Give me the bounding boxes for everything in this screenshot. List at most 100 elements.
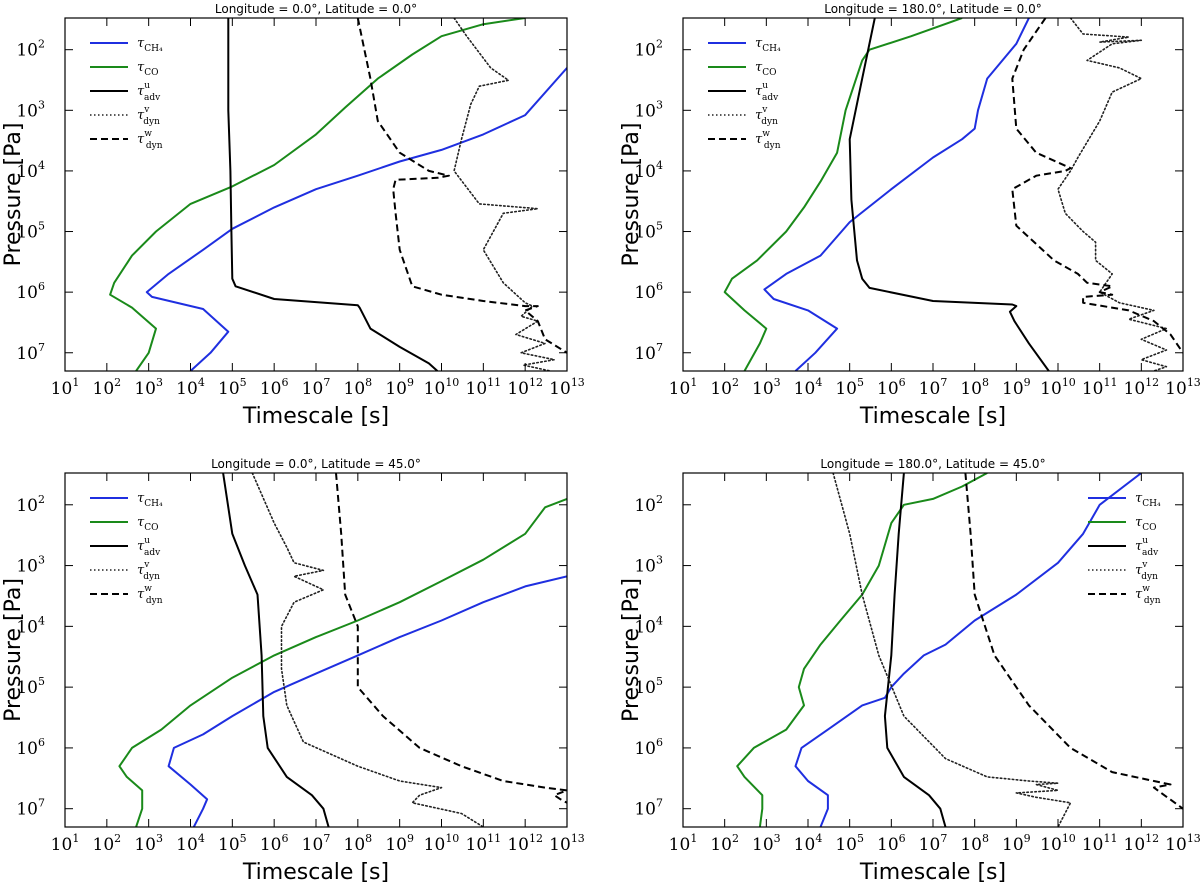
x-tick-exponent: 1 xyxy=(72,376,79,389)
x-tick-label: 1012 xyxy=(507,376,543,399)
x-tick-label: 109 xyxy=(385,832,414,855)
y-tick-exponent: 6 xyxy=(38,280,45,293)
x-tick-exponent: 7 xyxy=(323,376,330,389)
series-line-4 xyxy=(453,18,556,371)
legend-subscript: dyn xyxy=(143,117,160,127)
panel-title: Longitude = 180.0°, Latitude = 45.0° xyxy=(820,457,1045,471)
y-tick-label: 102 xyxy=(16,38,45,61)
x-tick-base: 10 xyxy=(1082,835,1104,855)
x-tick-exponent: 3 xyxy=(774,832,781,845)
x-tick-base: 10 xyxy=(1002,379,1024,399)
x-tick-label: 102 xyxy=(93,376,122,399)
legend-superscript: u xyxy=(762,81,768,91)
x-tick-exponent: 4 xyxy=(815,832,822,845)
x-tick-label: 1010 xyxy=(424,376,460,399)
x-tick-exponent: 4 xyxy=(815,376,822,389)
x-tick-exponent: 11 xyxy=(487,376,501,389)
y-tick-exponent: 6 xyxy=(656,736,663,749)
legend-symbol: τ xyxy=(1135,491,1143,506)
y-tick-label: 105 xyxy=(634,675,663,698)
legend-symbol: τ xyxy=(137,36,145,51)
x-tick-base: 10 xyxy=(835,379,857,399)
series-line-5 xyxy=(335,473,567,804)
legend-subscript: CO xyxy=(144,523,158,533)
legend-subscript: adv xyxy=(1142,548,1159,558)
x-tick-base: 10 xyxy=(710,835,732,855)
y-tick-exponent: 4 xyxy=(656,159,663,172)
y-tick-exponent: 3 xyxy=(38,98,45,111)
legend-superscript: v xyxy=(1141,560,1148,570)
x-tick-exponent: 8 xyxy=(982,376,989,389)
series-line-1 xyxy=(145,67,567,371)
y-tick-base: 10 xyxy=(16,678,38,698)
y-tick-label: 102 xyxy=(16,493,45,516)
x-tick-label: 105 xyxy=(835,376,864,399)
x-tick-exponent: 11 xyxy=(1103,832,1117,845)
y-tick-label: 107 xyxy=(16,341,45,364)
x-tick-label: 109 xyxy=(1002,376,1031,399)
x-tick-label: 101 xyxy=(669,376,698,399)
series-line-4 xyxy=(832,473,1072,827)
x-tick-label: 106 xyxy=(260,832,289,855)
x-tick-base: 10 xyxy=(507,379,529,399)
y-tick-label: 104 xyxy=(16,614,45,637)
ticks: 101 102 103 104 105 106 107 108 109 1010 1011 1012 1… xyxy=(16,473,585,855)
y-tick-base: 10 xyxy=(634,678,656,698)
legend-superscript: v xyxy=(143,105,150,115)
x-tick-label: 1013 xyxy=(1165,376,1200,399)
x-tick-base: 10 xyxy=(877,379,899,399)
x-tick-label: 107 xyxy=(919,376,948,399)
x-tick-label: 104 xyxy=(794,832,823,855)
y-tick-label: 107 xyxy=(16,797,45,820)
legend-subscript: CH₄ xyxy=(144,44,163,54)
y-tick-base: 10 xyxy=(16,344,38,364)
x-tick-base: 10 xyxy=(919,835,941,855)
x-tick-label: 108 xyxy=(960,376,989,399)
x-tick-base: 10 xyxy=(51,835,73,855)
legend-label: τv dyn xyxy=(1135,560,1158,582)
x-tick-exponent: 7 xyxy=(940,832,947,845)
y-tick-base: 10 xyxy=(634,162,656,182)
legend-symbol: τ xyxy=(137,60,145,75)
x-tick-base: 10 xyxy=(794,835,816,855)
plot-area xyxy=(736,473,1183,827)
legend-symbol: τ xyxy=(755,84,763,99)
panel-3: Longitude = 0.0°, Latitude = 45.0°101 102… xyxy=(1,457,585,885)
x-tick-base: 10 xyxy=(134,835,156,855)
x-tick-exponent: 8 xyxy=(365,376,372,389)
y-tick-base: 10 xyxy=(634,496,656,516)
x-tick-exponent: 10 xyxy=(445,376,459,389)
y-tick-exponent: 5 xyxy=(38,220,45,233)
y-tick-base: 10 xyxy=(16,41,38,61)
y-tick-label: 105 xyxy=(16,675,45,698)
legend-label: τCH₄ xyxy=(137,36,163,54)
x-tick-exponent: 6 xyxy=(281,376,288,389)
x-tick-label: 1010 xyxy=(424,832,460,855)
x-tick-label: 102 xyxy=(710,376,739,399)
x-tick-exponent: 12 xyxy=(1145,832,1159,845)
x-tick-exponent: 9 xyxy=(1024,832,1031,845)
legend-subscript: dyn xyxy=(1144,596,1161,606)
y-tick-exponent: 2 xyxy=(38,38,45,51)
x-tick-base: 10 xyxy=(424,835,446,855)
x-tick-base: 10 xyxy=(877,835,899,855)
plot-area xyxy=(118,473,567,827)
x-tick-exponent: 13 xyxy=(1187,832,1200,845)
y-tick-exponent: 5 xyxy=(656,675,663,688)
x-tick-label: 1012 xyxy=(507,832,543,855)
y-tick-base: 10 xyxy=(16,223,38,243)
y-tick-exponent: 2 xyxy=(656,38,663,51)
x-tick-exponent: 12 xyxy=(529,376,543,389)
x-tick-exponent: 3 xyxy=(774,376,781,389)
x-tick-base: 10 xyxy=(385,835,407,855)
x-tick-base: 10 xyxy=(835,835,857,855)
x-tick-base: 10 xyxy=(1124,379,1146,399)
x-tick-base: 10 xyxy=(260,379,282,399)
x-tick-exponent: 11 xyxy=(1103,376,1117,389)
legend-symbol: τ xyxy=(137,515,145,530)
series-line-1 xyxy=(794,473,1142,827)
x-tick-exponent: 7 xyxy=(323,832,330,845)
x-tick-exponent: 4 xyxy=(198,376,205,389)
